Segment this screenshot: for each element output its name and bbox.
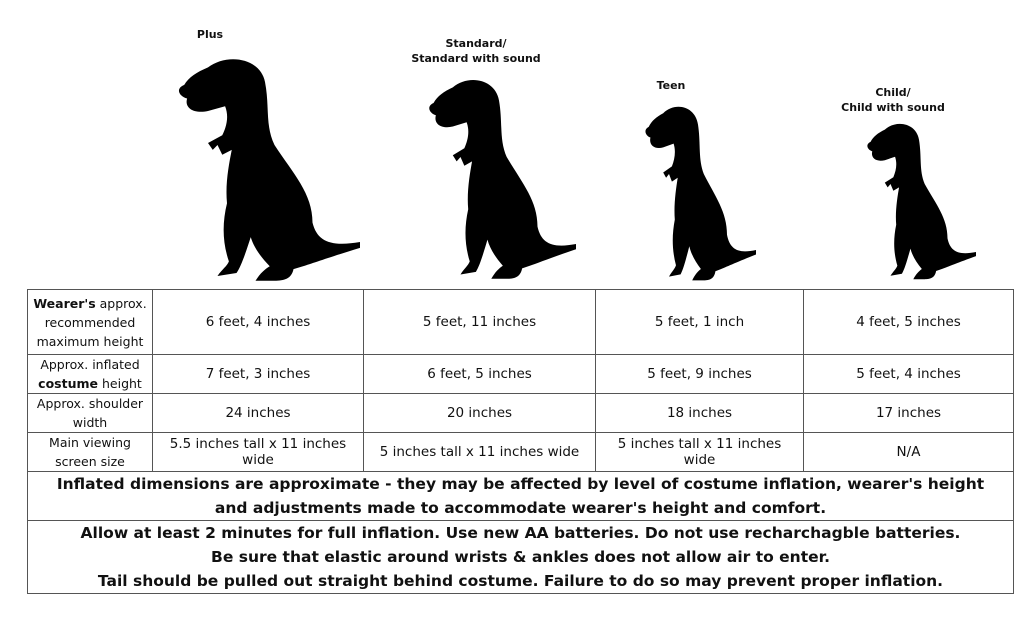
row-header: Main viewing screen size: [27, 432, 153, 472]
size-table: Wearer's approx. recommended maximum hei…: [27, 289, 1014, 594]
table-cell: 5 feet, 4 inches: [803, 354, 1014, 394]
row-header-text: Approx. inflated: [40, 357, 140, 372]
silhouettes: Plus Standard/Standard with sound Teen Chil…: [178, 28, 976, 281]
dino-plus: [178, 59, 360, 281]
note-line: Be sure that elastic around wrists & ank…: [211, 548, 830, 566]
table-row: Main viewing screen size 5.5 inches tall …: [27, 432, 1014, 472]
row-header-text: height: [101, 376, 142, 391]
table-row: Approx. inflated costume height 7 feet, 3…: [27, 354, 1014, 394]
table-row: Wearer's approx. recommended maximum hei…: [27, 289, 1014, 355]
note-line: Tail should be pulled out straight behin…: [97, 572, 944, 590]
table-cell: 18 inches: [595, 393, 804, 433]
size-label: Child/: [875, 86, 911, 99]
row-header: Approx. shoulder width: [27, 393, 153, 433]
note-line: and adjustments made to accommodate wear…: [214, 499, 827, 517]
row-header: Approx. inflated costume height: [27, 354, 153, 394]
table-cell: 7 feet, 3 inches: [152, 354, 364, 394]
table-cell: 5 feet, 11 inches: [363, 289, 596, 355]
table-cell: 5 inches tall x 11 inches wide: [363, 432, 596, 472]
table-cell: 20 inches: [363, 393, 596, 433]
size-label: Standard with sound: [411, 52, 540, 65]
row-header-text: Approx. shoulder width: [36, 396, 144, 430]
row-header-text: approx. recommended maximum height: [36, 295, 147, 349]
note-row: Allow at least 2 minutes for full inflat…: [27, 520, 1014, 594]
row-header-text: Wearer's: [33, 295, 96, 311]
size-label: Standard/: [445, 37, 507, 50]
size-label: Teen: [657, 79, 686, 92]
table-cell: 6 feet, 4 inches: [152, 289, 364, 355]
size-label: Child with sound: [841, 101, 945, 114]
table-cell: 5 feet, 1 inch: [595, 289, 804, 355]
table-cell: 4 feet, 5 inches: [803, 289, 1014, 355]
table-cell: 5 inches tall x 11 inches wide: [595, 432, 804, 472]
table-cell: 5.5 inches tall x 11 inches wide: [152, 432, 364, 472]
row-header-text: costume: [38, 376, 98, 391]
dino-teen: [645, 106, 756, 281]
table-cell: 6 feet, 5 inches: [363, 354, 596, 394]
note-line: Allow at least 2 minutes for full inflat…: [80, 524, 961, 542]
table-row: Approx. shoulder width 24 inches 20 inches…: [27, 393, 1014, 433]
table-cell: 5 feet, 9 inches: [595, 354, 804, 394]
note-line: Inflated dimensions are approximate - th…: [56, 475, 985, 493]
table-cell: N/A: [803, 432, 1014, 472]
table-cell: 24 inches: [152, 393, 364, 433]
note: Allow at least 2 minutes for full inflat…: [27, 520, 1014, 594]
dino-child: [867, 123, 976, 280]
size-label: Plus: [197, 28, 224, 41]
dino-standard: [429, 80, 576, 279]
row-header-text: Main viewing screen size: [49, 435, 131, 469]
row-header: Wearer's approx. recommended maximum hei…: [27, 289, 153, 355]
note-row: Inflated dimensions are approximate - th…: [27, 471, 1014, 521]
note: Inflated dimensions are approximate - th…: [27, 471, 1014, 521]
table-cell: 17 inches: [803, 393, 1014, 433]
